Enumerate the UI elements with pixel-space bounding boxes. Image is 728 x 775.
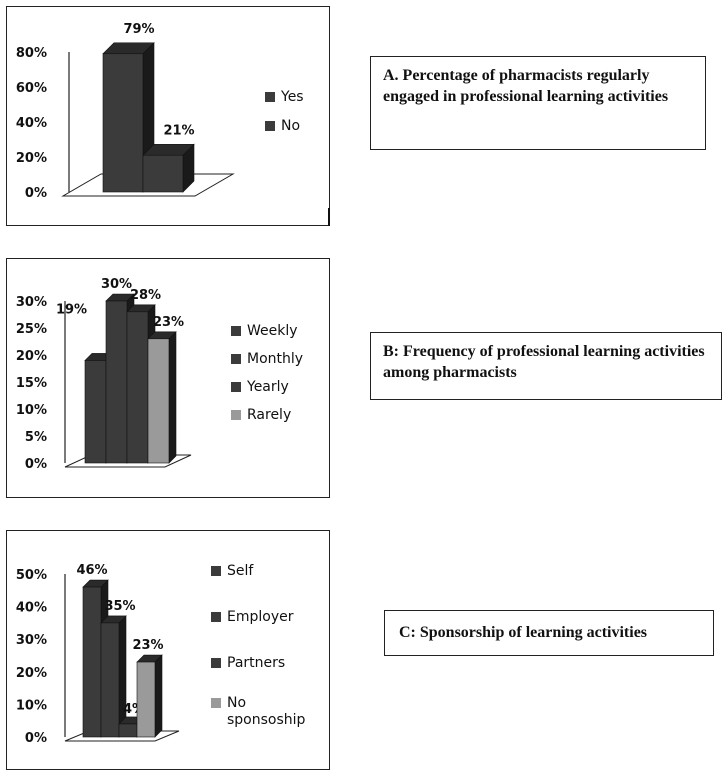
chart-c-ytick-0: 0% <box>25 731 47 746</box>
chart-a-plot: 0% 20% 40% 60% 80% 79% 21% <box>16 22 235 201</box>
chart-a-ytick-2: 40% <box>16 116 47 131</box>
chart-b-ytick-6: 30% <box>16 295 47 310</box>
chart-c-bar-no-sponsoship <box>136 661 156 738</box>
chart-c-bar-self <box>82 586 102 738</box>
caption-b-text: B: Frequency of professional learning ac… <box>383 343 705 381</box>
chart-b-bar-rarely <box>147 338 170 464</box>
chart-b-ytick-2: 10% <box>16 403 47 418</box>
legend-swatch-self <box>211 566 221 576</box>
chart-c-data-label-employer: 35% <box>104 599 135 614</box>
chart-c-ytick-2: 20% <box>16 666 47 681</box>
chart-a-bar-no <box>142 154 184 193</box>
legend-item-employer: Employer <box>211 609 293 626</box>
chart-b-ytick-5: 25% <box>16 322 47 337</box>
legend-swatch-weekly <box>231 326 241 336</box>
chart-a-ytick-4: 80% <box>16 46 47 61</box>
chart-c-plot: 0%10%20%30%40%50% 46%35%4%23% <box>16 563 180 746</box>
chart-c-ytick-3: 30% <box>16 633 47 648</box>
legend-label-no-sponsoship: No sponsoship <box>227 695 306 728</box>
chart-a-ytick-1: 20% <box>16 151 47 166</box>
chart-panel-a: 0% 20% 40% 60% 80% 79% 21% Yes No <box>6 6 330 226</box>
chart-b-data-label-yearly: 28% <box>130 288 161 303</box>
legend-swatch-yes <box>265 92 275 102</box>
legend-item-partners: Partners <box>211 655 285 672</box>
caption-c-text: C: Sponsorship of learning activities <box>399 624 648 641</box>
legend-item-no: No <box>265 118 300 135</box>
legend-item-no-sponsoship: No sponsoship <box>211 695 317 729</box>
stray-mark <box>328 208 330 226</box>
chart-c-data-label-no-sponsoship: 23% <box>132 638 163 653</box>
legend-label-monthly: Monthly <box>247 351 304 367</box>
legend-swatch-employer <box>211 612 221 622</box>
chart-c-ytick-4: 40% <box>16 601 47 616</box>
legend-item-rarely: Rarely <box>231 407 291 424</box>
legend-item-weekly: Weekly <box>231 323 298 340</box>
chart-b-bar-weekly <box>84 360 107 464</box>
chart-b-data-label-monthly: 30% <box>101 277 132 292</box>
chart-b-data-label-weekly: 19% <box>56 302 87 317</box>
chart-b-ytick-0: 0% <box>25 457 47 472</box>
legend-swatch-monthly <box>231 354 241 364</box>
caption-a-text: A. Percentage of pharmacists regularly e… <box>383 67 669 105</box>
legend-item-monthly: Monthly <box>231 351 303 368</box>
legend-item-self: Self <box>211 563 253 580</box>
chart-b-ytick-3: 15% <box>16 376 47 391</box>
legend-label-yearly: Yearly <box>247 379 289 395</box>
chart-c-data-label-self: 46% <box>76 563 107 578</box>
chart-b-ytick-4: 20% <box>16 349 47 364</box>
legend-label-weekly: Weekly <box>247 323 298 339</box>
legend-label-yes: Yes <box>281 89 304 105</box>
chart-c-ytick-5: 50% <box>16 568 47 583</box>
chart-a-data-label-no: 21% <box>163 123 194 138</box>
legend-swatch-partners <box>211 658 221 668</box>
caption-a: A. Percentage of pharmacists regularly e… <box>370 56 706 150</box>
chart-b-bar-side-rarely <box>168 331 177 464</box>
legend-label-employer: Employer <box>227 609 294 625</box>
legend-swatch-no <box>265 121 275 131</box>
chart-b-ytick-1: 5% <box>25 430 47 445</box>
chart-a-ytick-3: 60% <box>16 81 47 96</box>
chart-b-bar-monthly <box>105 300 128 464</box>
chart-a-data-label-yes: 79% <box>123 22 154 37</box>
chart-b-bar-yearly <box>126 311 149 464</box>
chart-a-bar-yes <box>102 53 144 193</box>
chart-c-bar-side-no-sponsoship <box>154 654 163 738</box>
legend-label-partners: Partners <box>227 655 286 671</box>
chart-a-ytick-0: 0% <box>25 186 47 201</box>
chart-c-bar-employer <box>100 622 120 738</box>
caption-b: B: Frequency of professional learning ac… <box>370 332 722 400</box>
chart-c-ytick-1: 10% <box>16 698 47 713</box>
legend-item-yes: Yes <box>265 89 304 106</box>
caption-c: C: Sponsorship of learning activities <box>384 610 714 656</box>
legend-swatch-no-sponsoship <box>211 698 221 708</box>
legend-swatch-yearly <box>231 382 241 392</box>
legend-label-rarely: Rarely <box>247 407 292 423</box>
legend-label-self: Self <box>227 563 254 579</box>
legend-swatch-rarely <box>231 410 241 420</box>
chart-b-data-label-rarely: 23% <box>153 315 184 330</box>
legend-item-yearly: Yearly <box>231 379 289 396</box>
chart-b-plot: 0%5%10%15%20%25%30% 19%30%28%23% <box>16 277 192 472</box>
chart-c-bar-partners <box>118 723 138 738</box>
chart-panel-b: 0% 5% 10% 15% 20% 25% 30% 19% 30% 28% 23% Weekly M… <box>6 258 330 498</box>
legend-label-no: No <box>281 118 301 134</box>
chart-panel-c: 0% 10% 20% 30% 40% 50% 46% 35% 4% 23% Self Employ… <box>6 530 330 770</box>
